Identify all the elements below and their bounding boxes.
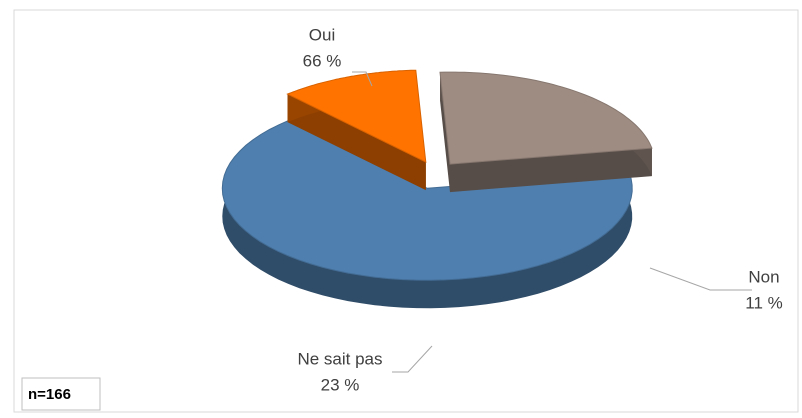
- leader-line: [649, 267, 752, 291]
- slice-cut-face: [287, 94, 426, 191]
- slice-cut-face: [440, 72, 450, 193]
- slice-label: Ne sait pas: [297, 349, 382, 368]
- note-box: [21, 377, 101, 411]
- sample-size: n=166: [28, 386, 71, 403]
- slice: [439, 71, 653, 165]
- leader-line: [392, 345, 433, 373]
- slice-value-label: 66 %: [303, 51, 342, 70]
- slice-value-label: 11 %: [745, 293, 783, 312]
- slice-label: Oui: [309, 25, 335, 44]
- leader-line: [352, 71, 373, 87]
- slice-value-label: 23 %: [321, 375, 360, 394]
- pie: [221, 69, 653, 309]
- slice-label: Non: [748, 267, 779, 286]
- slice: [286, 69, 427, 163]
- slice-cut-face: [450, 148, 652, 193]
- slice: [221, 119, 633, 281]
